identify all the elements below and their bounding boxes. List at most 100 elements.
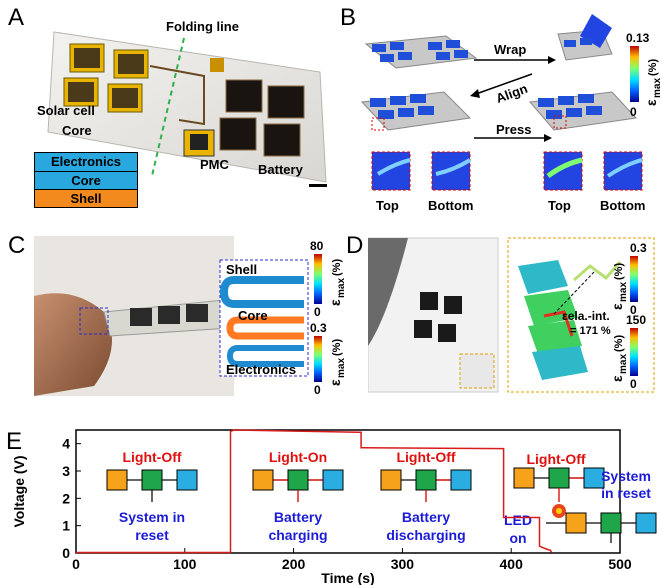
closeup-1 — [371, 151, 411, 191]
panel-b-diagram: Wrap Align Press 0.13 0 ε max (%) Top Bo… — [360, 14, 662, 213]
cb-b-unit: (%) — [647, 59, 659, 76]
cb-d2-unit: (%) — [613, 335, 625, 352]
y-tick-label: 2 — [62, 490, 70, 506]
phase-caption: System in — [119, 509, 185, 525]
cb-d2-min: 0 — [630, 377, 637, 391]
y-tick-label: 3 — [62, 463, 70, 479]
plot-frame — [75, 429, 621, 554]
battery-block — [583, 467, 605, 489]
x-tick-label: 0 — [72, 556, 80, 572]
cb-c2-symbol: ε — [327, 379, 343, 386]
x-tick-label: 200 — [282, 556, 306, 572]
x-axis-label: Time (s) — [321, 570, 374, 585]
cb-d2-max: 150 — [626, 313, 646, 327]
phase-caption: on — [509, 530, 526, 546]
panel-d-colorbar-top — [630, 256, 638, 302]
x-tick-label: 300 — [391, 556, 415, 572]
panel-c-figure: Shell Core Electronics 80 0 0.3 0 ε max … — [34, 236, 347, 396]
pmc-block — [548, 467, 570, 489]
view-bottom-1: Bottom — [428, 198, 474, 213]
x-tick-label: 400 — [500, 556, 524, 572]
panel-d-label: D — [346, 232, 364, 259]
battery-block — [635, 512, 657, 534]
phase-caption: System — [601, 468, 651, 484]
cb-d2-symbol: ε — [609, 375, 625, 382]
view-top-1: Top — [376, 198, 399, 213]
chart-axes: 0 100 200 300 400 500 0 1 2 3 4 — [62, 429, 632, 572]
core-label: Core — [62, 123, 92, 138]
panel-d-colorbar-bottom — [630, 328, 638, 376]
y-axis-label: Voltage (V) — [11, 455, 27, 527]
cb-c2-min: 0 — [314, 383, 321, 396]
panel-e-label: E — [6, 428, 23, 455]
view-bottom-2: Bottom — [600, 198, 646, 213]
pmc-block — [415, 469, 437, 491]
phase-title: Light-Off — [122, 449, 181, 465]
panel-c-label: C — [8, 232, 26, 259]
phase-annotations: Light-Off System in reset Light-On Battery ch… — [106, 449, 657, 546]
phase-title: Light-On — [269, 449, 327, 465]
annotation-eps: εela.-int. — [562, 309, 610, 323]
wrap-device — [557, 14, 613, 61]
phase-caption: discharging — [386, 527, 465, 543]
folding-line-label: Folding line — [166, 19, 239, 34]
cb-b-symbol: ε — [643, 99, 659, 106]
annotation-value: = 171 % — [570, 325, 611, 337]
phase-caption: LED — [504, 512, 532, 528]
panel-e-chart: 0 100 200 300 400 500 0 1 2 3 4 Light-Off System in… — [11, 429, 657, 585]
cb-c1-unit: (%) — [331, 259, 343, 276]
solar-block — [380, 469, 402, 491]
device-photo — [34, 14, 337, 198]
step-align: Align — [494, 81, 530, 106]
y-tick-label: 4 — [62, 436, 70, 452]
battery-block — [450, 469, 472, 491]
solar-block — [106, 469, 128, 491]
cb-c1-min: 0 — [314, 305, 321, 319]
cb-b-max: 0.13 — [626, 31, 650, 45]
phase-caption: charging — [268, 527, 327, 543]
cb-d1-min: 0 — [630, 303, 637, 317]
step-press: Press — [496, 122, 531, 137]
cb-b-sub: max — [652, 78, 662, 98]
pmc-block — [141, 469, 163, 491]
led-glow-icon — [556, 508, 562, 514]
cb-c2-unit: (%) — [331, 339, 343, 356]
cb-c1-max: 80 — [310, 239, 324, 253]
stack-electronics: Electronics — [34, 152, 138, 172]
phase-caption: Battery — [402, 509, 450, 525]
stack-shell: Shell — [34, 190, 138, 208]
panel-c-colorbar-top — [314, 254, 322, 304]
y-tick-label: 0 — [62, 545, 70, 561]
layer-shell: Shell — [226, 262, 257, 277]
pmc-block — [600, 512, 622, 534]
phase-title: Light-Off — [396, 449, 455, 465]
pmc-label: PMC — [200, 157, 229, 172]
layer-stack: Electronics Core Shell — [34, 152, 138, 208]
y-tick-label: 1 — [62, 518, 70, 534]
step-wrap: Wrap — [494, 42, 526, 57]
panel-b-label: B — [340, 4, 357, 31]
phase-caption: in reset — [601, 485, 651, 501]
battery-block — [322, 469, 344, 491]
solar-block — [565, 512, 587, 534]
x-tick-label: 500 — [608, 556, 632, 572]
battery-block — [176, 469, 198, 491]
cb-c1-sub: max — [336, 278, 347, 298]
cb-d1-sub: max — [618, 282, 629, 302]
panel-b-colorbar — [630, 46, 639, 102]
strain-layers — [518, 260, 588, 380]
cb-d1-symbol: ε — [609, 303, 625, 310]
solar-block — [252, 469, 274, 491]
phase-caption: reset — [135, 527, 169, 543]
view-top-2: Top — [548, 198, 571, 213]
cb-c2-max: 0.3 — [310, 321, 327, 335]
layer-core: Core — [238, 308, 268, 323]
finger-photo — [34, 293, 112, 396]
cb-c2-sub: max — [336, 358, 347, 378]
cb-c1-symbol: ε — [327, 299, 343, 306]
battery-label: Battery — [258, 162, 303, 177]
panel-d-figure: εela.-int. = 171 % 0.3 0 150 0 ε max (%)… — [368, 237, 655, 393]
pmc-block — [287, 469, 309, 491]
panel-c-colorbar-bottom — [314, 336, 322, 382]
aligned-device — [360, 91, 472, 131]
